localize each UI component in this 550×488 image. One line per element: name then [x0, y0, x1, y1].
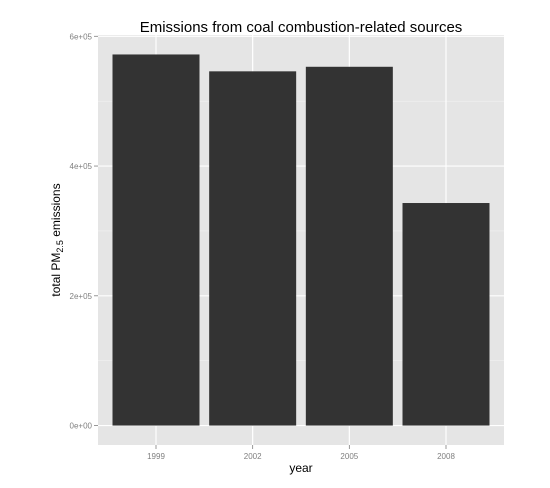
- x-axis-title: year: [289, 461, 312, 475]
- y-axis: 0e+00 2e+05 4e+05 6e+05: [70, 32, 98, 431]
- chart-title: Emissions from coal combustion-related s…: [140, 19, 463, 36]
- y-tick-label: 4e+05: [70, 162, 93, 171]
- y-axis-title-prefix: total PM: [49, 253, 63, 297]
- x-tick-label: 2005: [340, 452, 358, 461]
- x-tick-label: 1999: [147, 452, 165, 461]
- x-axis: 1999 2002 2005 2008: [147, 445, 455, 461]
- bar-1999: [112, 54, 200, 426]
- x-tick-label: 2008: [437, 452, 455, 461]
- y-tick-label: 0e+00: [70, 422, 93, 431]
- bars: [112, 54, 490, 426]
- bar-2008: [402, 203, 490, 426]
- y-axis-title: total PM2.5 emissions: [49, 183, 65, 296]
- y-axis-title-subscript: 2.5: [55, 240, 65, 253]
- bar-2002: [209, 71, 297, 426]
- y-tick-label: 2e+05: [70, 292, 93, 301]
- y-tick-label: 6e+05: [70, 32, 93, 41]
- x-tick-label: 2002: [244, 452, 262, 461]
- bar-2005: [305, 66, 393, 426]
- y-axis-title-suffix: emissions: [49, 183, 63, 240]
